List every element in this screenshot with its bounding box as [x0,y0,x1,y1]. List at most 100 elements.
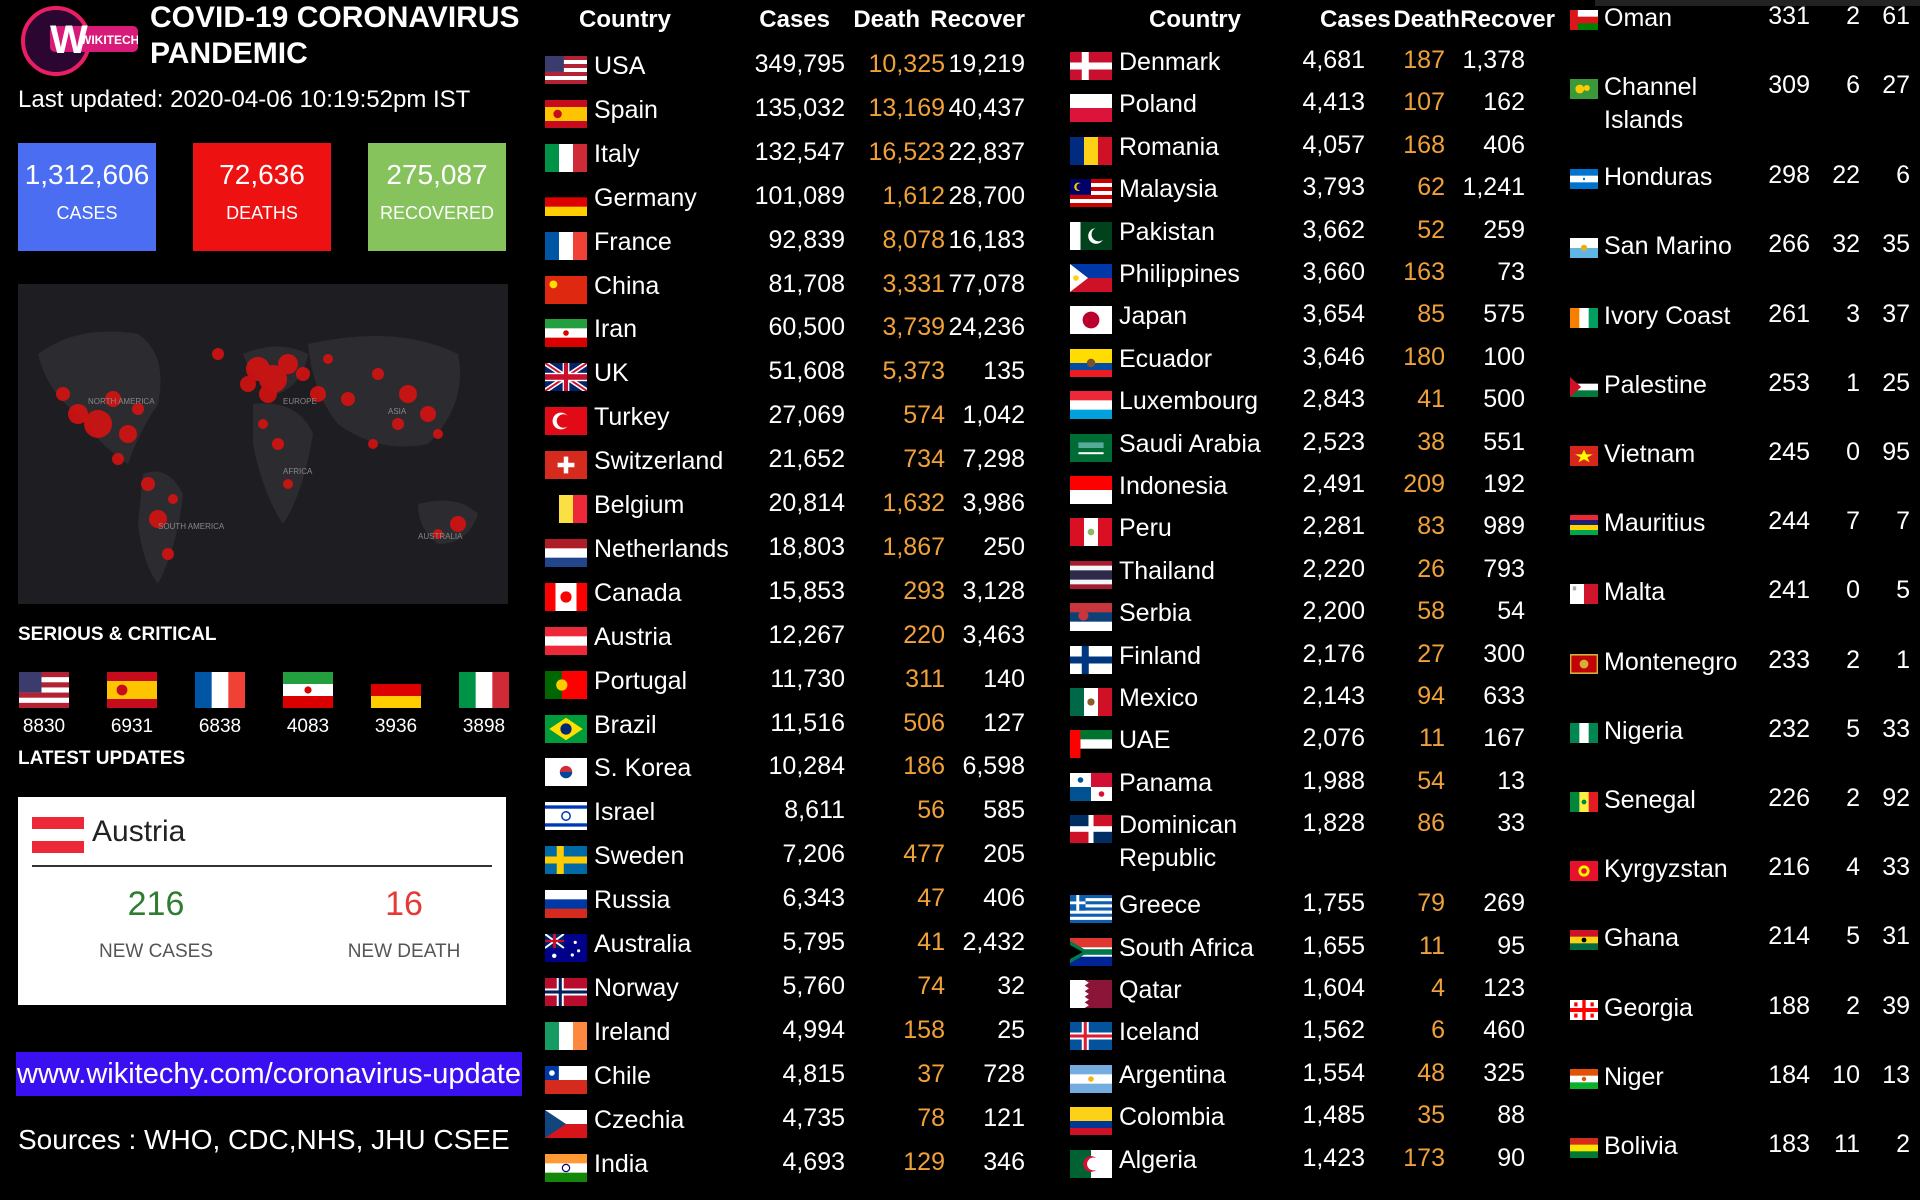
country-name: Kyrgyzstan [1604,855,1728,884]
country-name: South Africa [1119,933,1254,962]
recover-value: 24,236 [948,313,1025,342]
cases-value: 4,994 [782,1015,845,1044]
recover-value: 325 [1483,1058,1525,1087]
my-flag-icon [1070,179,1112,214]
page-title: COVID-19 CORONAVIRUS PANDEMIC [150,0,530,72]
country-name: Russia [594,886,671,915]
ng-flag-icon [1570,721,1599,750]
country-name: Turkey [594,403,670,432]
cases-value: 1,604 [1302,974,1365,1002]
death-value: 107 [1403,88,1445,117]
country-name: Poland [1119,90,1197,119]
death-value: 13,169 [868,93,945,122]
gr-flag-icon [1070,895,1112,930]
map-label-australia: AUSTRALIA [418,532,463,541]
country-name: San Marino [1604,232,1732,261]
country-row: UK 51,608 5,373 135 [543,357,1030,401]
recover-value: 167 [1483,724,1525,753]
critical-item: 3898 [454,672,514,738]
header-recover: Recover [930,6,1025,33]
header-cases: Cases [1320,6,1391,33]
header-death: Death [1393,6,1460,33]
country-name: Iran [594,315,638,344]
death-value: 1,612 [882,181,945,210]
update-country-name: Austria [92,815,186,848]
au-flag-icon [544,933,587,969]
death-value: 16,523 [868,137,945,166]
country-name: Greece [1119,891,1201,920]
country-name: Nigeria [1604,716,1684,745]
cases-value: 11,730 [770,664,845,693]
country-name: Honduras [1604,163,1713,192]
ae-flag-icon [1070,730,1112,765]
lu-flag-icon [1070,391,1112,426]
country-row: Thailand 2,220 26 793 [1070,555,1560,597]
country-row: Dominican Republic 1,828 86 33 [1070,809,1560,889]
recover-value: 95 [1497,931,1525,960]
country-row: Pakistan 3,662 52 259 [1070,216,1560,258]
country-row: Greece 1,755 79 269 [1070,889,1560,931]
death-value: 293 [903,576,945,605]
country-row: Malaysia 3,793 62 1,241 [1070,173,1560,215]
latest-updates-title: LATEST UPDATES [18,748,186,769]
total-cases-label: CASES [56,203,118,223]
country-row: Iran 60,500 3,739 24,236 [545,313,1030,357]
website-link[interactable]: www.wikitechy.com/coronavirus-update [16,1052,522,1096]
cases-value: 20,814 [768,489,845,517]
cases-value: 1,655 [1302,931,1365,960]
recover-value: 127 [983,708,1025,737]
total-cases-value: 1,312,606 [24,159,150,190]
country-name: Bolivia [1604,1132,1678,1160]
cases-value: 1,755 [1302,889,1365,918]
cases-value: 1,988 [1302,766,1365,795]
recover-value: 633 [1483,682,1525,710]
ir-flag-icon [278,672,338,708]
total-recovered-card: 275,087 RECOVERED [368,143,506,251]
country-name: Saudi Arabia [1119,429,1261,458]
do-flag-icon [1070,815,1112,850]
death-value: 47 [917,884,945,913]
cases-value: 135,032 [754,93,845,122]
country-row: Panama 1,988 54 13 [1070,767,1560,809]
om-flag-icon [1570,8,1598,37]
recover-value: 19,219 [948,50,1025,78]
ph-flag-icon [1070,264,1112,299]
cz-flag-icon [545,1109,587,1145]
recover-value: 5 [1896,576,1910,605]
country-row: Belgium 20,814 1,632 3,986 [545,489,1030,533]
country-row: Channel Islands 309 6 27 [1570,71,1915,161]
sources-text: Sources : WHO, CDC,NHS, JHU CSEE [18,1124,510,1155]
recover-value: 33 [1882,714,1910,743]
country-row: Argentina 1,554 48 325 [1070,1059,1560,1101]
death-value: 6 [1431,1016,1445,1045]
latest-update-card: Austria 216 16 NEW CASES NEW DEATH [18,797,506,1005]
recover-value: 250 [983,532,1025,561]
country-name: Philippines [1119,260,1240,288]
death-value: 0 [1846,438,1860,466]
recover-value: 3,128 [962,576,1025,605]
divider [32,865,492,867]
recover-value: 95 [1882,438,1910,466]
cases-value: 2,491 [1302,470,1365,498]
cases-value: 18,803 [768,532,845,561]
country-name: Japan [1119,302,1188,331]
recover-value: 13 [1497,766,1525,795]
recover-value: 728 [983,1059,1025,1088]
country-row: Qatar 1,604 4 123 [1070,974,1560,1016]
bo-flag-icon [1570,1136,1598,1165]
critical-count: 6931 [110,716,154,737]
new-cases-label: NEW CASES [98,941,214,962]
country-row: Malta 241 0 5 [1570,576,1915,645]
country-row: Romania 4,057 168 406 [1070,131,1560,173]
recover-value: 121 [983,1103,1025,1132]
cases-value: 183 [1768,1130,1810,1158]
death-value: 158 [903,1015,945,1044]
death-value: 1 [1846,368,1860,397]
horizontal-scrollbar[interactable] [1595,0,1920,6]
critical-count: 4083 [286,716,330,737]
cases-value: 184 [1768,1060,1810,1089]
sa-flag-icon [1070,433,1112,469]
cases-value: 5,760 [782,971,845,1000]
cases-value: 3,793 [1302,173,1365,202]
critical-item: 6931 [102,672,162,738]
